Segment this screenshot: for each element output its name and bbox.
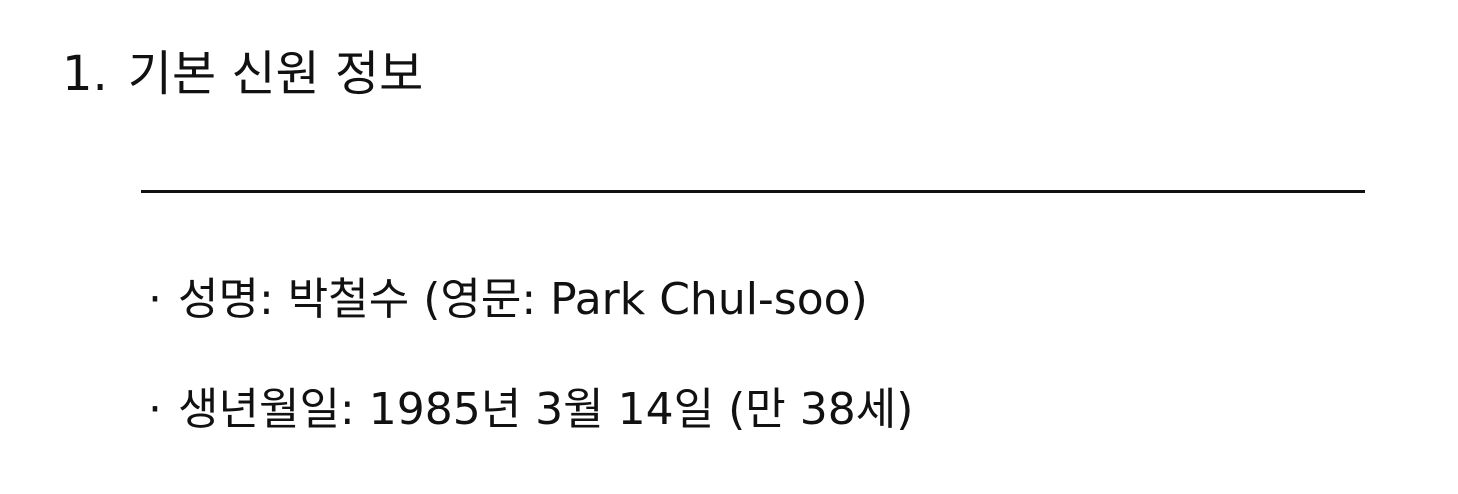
list-item-name: · 성명: 박철수 (영문: Park Chul-soo) [142,272,913,328]
list-item-birthdate: · 생년월일: 1985년 3월 14일 (만 38세) [142,382,913,438]
blank-line-divider [141,190,1365,193]
section-heading: 1. 기본 신원 정보 [62,42,423,106]
section-number: 1. [62,46,108,102]
section-title: 기본 신원 정보 [127,46,424,102]
birthdate-text: 생년월일: 1985년 3월 14일 (만 38세) [178,384,914,435]
identity-info-list: · 성명: 박철수 (영문: Park Chul-soo) · 생년월일: 19… [142,272,913,438]
bullet-marker: · [148,384,162,435]
bullet-marker: · [148,274,162,325]
name-text: 성명: 박철수 (영문: Park Chul-soo) [178,274,868,325]
